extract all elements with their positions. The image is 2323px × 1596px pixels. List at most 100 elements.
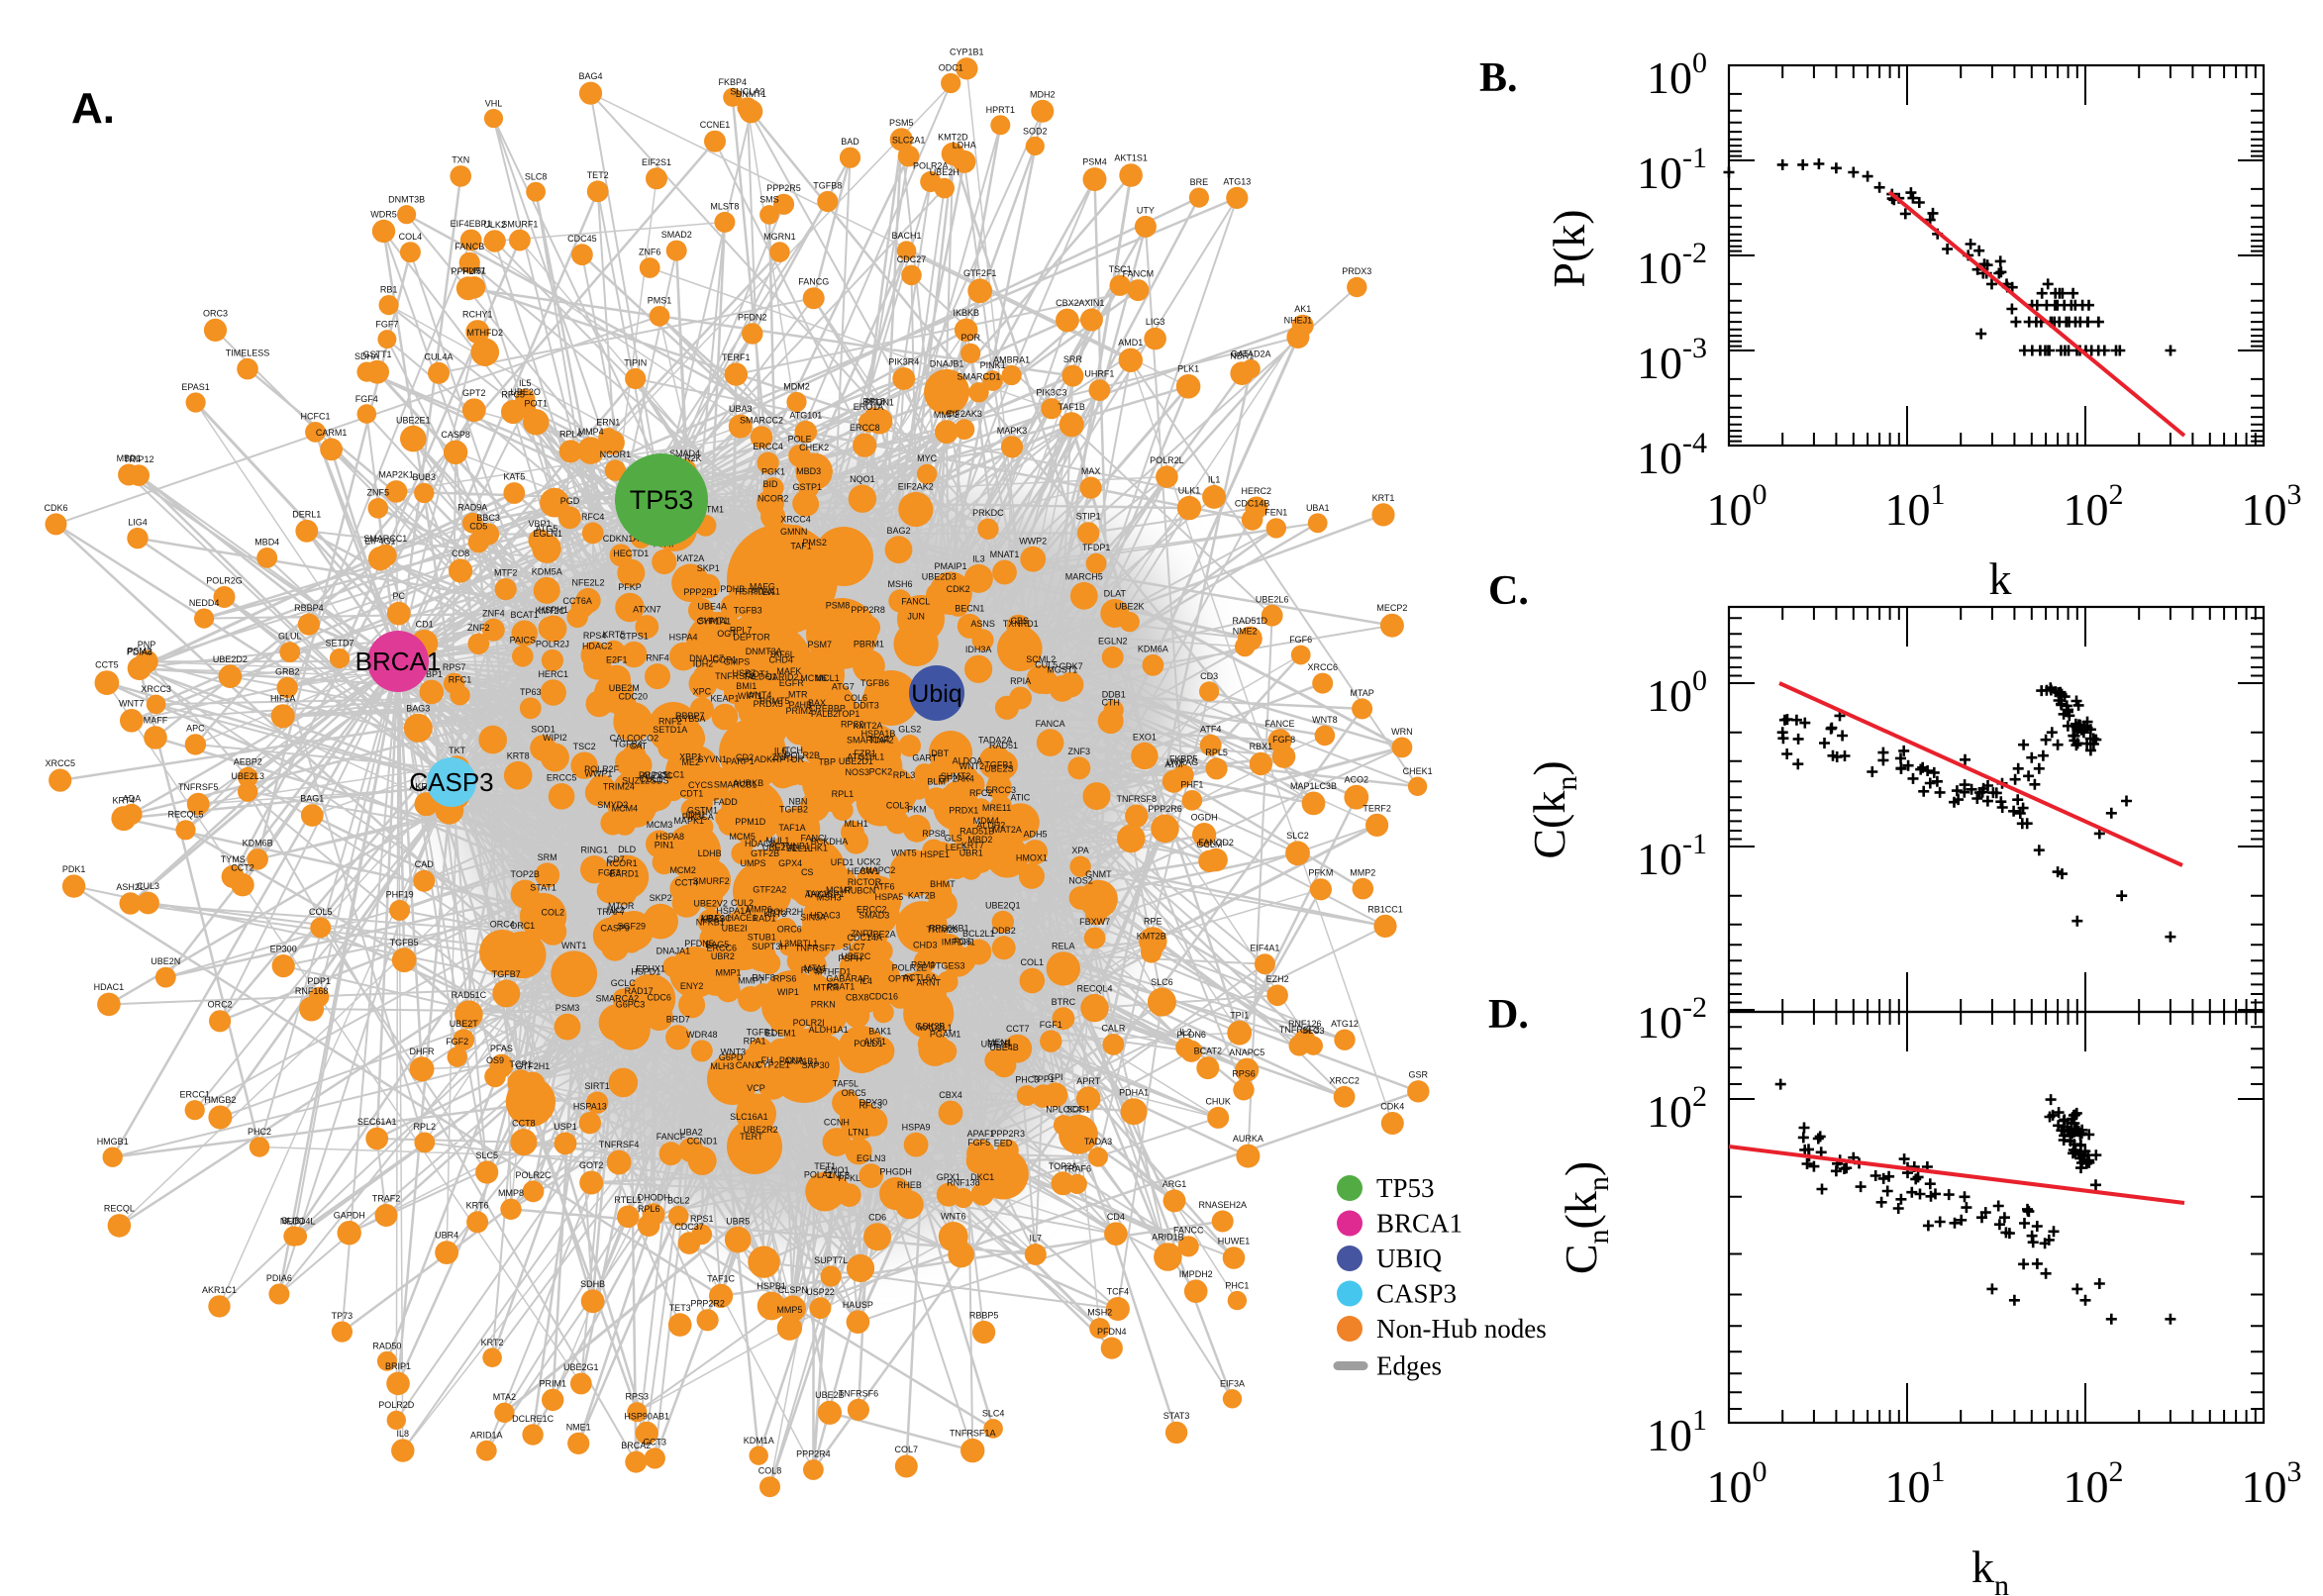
svg-text:PGAM1: PGAM1 bbox=[930, 1030, 961, 1040]
svg-text:RPS2: RPS2 bbox=[841, 719, 864, 729]
svg-text:CDK6: CDK6 bbox=[44, 503, 67, 513]
svg-text:COL7: COL7 bbox=[895, 1445, 919, 1454]
svg-text:TAF6L: TAF6L bbox=[768, 649, 794, 659]
svg-text:OGT: OGT bbox=[717, 629, 737, 639]
svg-text:CBX8: CBX8 bbox=[846, 993, 869, 1003]
svg-text:SOS1: SOS1 bbox=[1066, 1104, 1090, 1114]
svg-text:WNT5: WNT5 bbox=[891, 848, 917, 857]
svg-text:TALDO1: TALDO1 bbox=[743, 672, 776, 682]
svg-text:BAG2: BAG2 bbox=[886, 526, 910, 536]
svg-text:ORC6: ORC6 bbox=[777, 925, 802, 935]
svg-text:AKT1S1: AKT1S1 bbox=[1114, 153, 1148, 163]
svg-text:DHFR: DHFR bbox=[410, 1047, 435, 1056]
svg-text:RPS6: RPS6 bbox=[1232, 1069, 1256, 1079]
svg-text:TAX1BP1: TAX1BP1 bbox=[806, 889, 845, 899]
svg-text:HAUSP: HAUSP bbox=[843, 1300, 873, 1310]
svg-text:CBX2: CBX2 bbox=[1056, 298, 1079, 308]
svg-text:PFKP: PFKP bbox=[618, 582, 642, 592]
svg-text:RNF126: RNF126 bbox=[1288, 1019, 1322, 1029]
svg-text:PFDN5: PFDN5 bbox=[684, 939, 714, 948]
svg-text:RPS5: RPS5 bbox=[801, 965, 825, 975]
svg-text:UBA3: UBA3 bbox=[729, 404, 753, 414]
svg-text:SDHB: SDHB bbox=[580, 1279, 605, 1289]
svg-text:FANCG: FANCG bbox=[798, 277, 829, 287]
svg-text:FGF4: FGF4 bbox=[355, 394, 378, 404]
svg-text:CUL4A: CUL4A bbox=[424, 351, 453, 361]
svg-text:CUL1: CUL1 bbox=[640, 774, 662, 784]
svg-text:VBP1: VBP1 bbox=[528, 519, 551, 529]
svg-text:SMARCA4: SMARCA4 bbox=[847, 736, 890, 746]
svg-text:BMI1: BMI1 bbox=[736, 681, 757, 691]
svg-text:TOP1: TOP1 bbox=[837, 709, 859, 719]
svg-text:UCK2: UCK2 bbox=[857, 857, 880, 867]
svg-text:EZH2: EZH2 bbox=[1266, 974, 1289, 984]
svg-text:UBE2L6: UBE2L6 bbox=[1256, 594, 1289, 604]
svg-text:GATAD2A: GATAD2A bbox=[1231, 349, 1271, 358]
svg-text:EGLN1: EGLN1 bbox=[533, 529, 562, 539]
svg-text:LDHA: LDHA bbox=[953, 140, 976, 150]
svg-text:FGF3: FGF3 bbox=[598, 867, 621, 877]
svg-text:PTGES3: PTGES3 bbox=[930, 960, 965, 970]
svg-text:PDHA1: PDHA1 bbox=[1119, 1088, 1149, 1098]
svg-text:RAD17: RAD17 bbox=[625, 986, 654, 996]
svg-text:RTEL1: RTEL1 bbox=[614, 1195, 642, 1205]
svg-text:RAD51C: RAD51C bbox=[452, 990, 487, 1000]
svg-text:CDC45: CDC45 bbox=[567, 234, 597, 244]
svg-text:SKP1: SKP1 bbox=[697, 563, 720, 573]
svg-text:C.: C. bbox=[1488, 568, 1529, 614]
svg-text:TGFB6: TGFB6 bbox=[860, 678, 889, 688]
svg-text:GLS: GLS bbox=[945, 833, 962, 843]
svg-text:MCM7: MCM7 bbox=[826, 885, 853, 895]
svg-text:NQO1: NQO1 bbox=[850, 474, 875, 484]
svg-text:AKR1C1: AKR1C1 bbox=[202, 1285, 237, 1295]
svg-text:DNMT3B: DNMT3B bbox=[388, 195, 425, 205]
svg-text:HDAC3: HDAC3 bbox=[810, 911, 841, 921]
svg-text:POLR2G: POLR2G bbox=[206, 576, 243, 586]
svg-text:XRCC5: XRCC5 bbox=[45, 758, 75, 768]
svg-text:MNAT1: MNAT1 bbox=[990, 549, 1020, 559]
svg-text:HSPH1: HSPH1 bbox=[539, 605, 568, 615]
svg-text:COP1: COP1 bbox=[712, 655, 737, 665]
svg-text:CHEK1: CHEK1 bbox=[1403, 766, 1433, 776]
svg-text:UBE2I: UBE2I bbox=[722, 923, 748, 933]
svg-text:UBE2V2: UBE2V2 bbox=[693, 899, 728, 909]
svg-text:KEAP1: KEAP1 bbox=[710, 693, 739, 703]
svg-text:CS: CS bbox=[801, 867, 814, 877]
svg-text:ERN1: ERN1 bbox=[596, 417, 620, 427]
svg-text:DNAJB1: DNAJB1 bbox=[930, 359, 964, 369]
svg-text:PSM4: PSM4 bbox=[1082, 157, 1107, 167]
svg-text:ARID1B: ARID1B bbox=[1152, 1233, 1184, 1243]
svg-text:MAX: MAX bbox=[1081, 466, 1101, 476]
svg-text:SETD7: SETD7 bbox=[325, 638, 354, 648]
svg-text:TP63: TP63 bbox=[520, 687, 542, 697]
svg-text:ATF6: ATF6 bbox=[873, 882, 894, 892]
svg-text:GLUL: GLUL bbox=[278, 632, 302, 642]
svg-text:USP7: USP7 bbox=[733, 668, 757, 678]
svg-text:DLD: DLD bbox=[618, 845, 637, 854]
svg-text:MUL1: MUL1 bbox=[765, 836, 789, 846]
svg-text:WNT3: WNT3 bbox=[721, 1047, 747, 1057]
svg-text:MTOR: MTOR bbox=[608, 901, 635, 911]
svg-text:PDIA3: PDIA3 bbox=[127, 647, 152, 656]
svg-text:PSPH: PSPH bbox=[838, 953, 862, 963]
svg-text:GLS2: GLS2 bbox=[898, 725, 921, 735]
svg-text:KRT1: KRT1 bbox=[1372, 493, 1395, 503]
svg-text:PNP: PNP bbox=[138, 640, 156, 649]
svg-text:BRCA1: BRCA1 bbox=[1376, 1209, 1463, 1239]
svg-text:SEC61A1: SEC61A1 bbox=[357, 1117, 397, 1127]
svg-text:DEPTOR: DEPTOR bbox=[733, 632, 770, 642]
svg-text:MMP6: MMP6 bbox=[747, 905, 772, 915]
svg-text:KRT8: KRT8 bbox=[507, 750, 530, 760]
svg-text:ORC2: ORC2 bbox=[208, 1000, 233, 1010]
svg-text:CDC14A: CDC14A bbox=[847, 933, 882, 943]
svg-text:SLC3: SLC3 bbox=[1302, 1026, 1325, 1036]
svg-text:HECTD1: HECTD1 bbox=[613, 549, 649, 558]
svg-text:CALR: CALR bbox=[1101, 1024, 1126, 1034]
svg-text:UBE2D2: UBE2D2 bbox=[213, 654, 248, 664]
svg-text:CCNE1: CCNE1 bbox=[700, 120, 731, 130]
svg-text:PHC3: PHC3 bbox=[1015, 1075, 1039, 1085]
svg-text:AKR1B1: AKR1B1 bbox=[784, 1056, 819, 1066]
svg-text:L3MBTL1: L3MBTL1 bbox=[779, 939, 818, 948]
svg-text:FGF8: FGF8 bbox=[1272, 735, 1295, 745]
svg-text:TET3: TET3 bbox=[669, 1303, 691, 1313]
